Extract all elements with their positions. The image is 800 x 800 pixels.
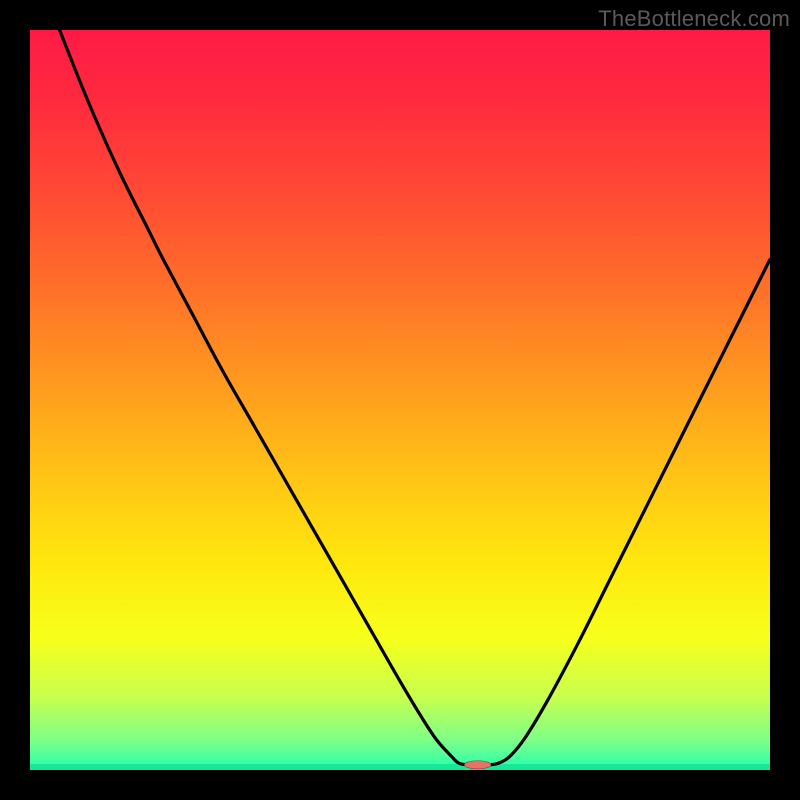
watermark-text: TheBottleneck.com: [598, 6, 790, 32]
minimum-marker: [464, 761, 491, 769]
bottleneck-chart: [0, 0, 800, 800]
baseline-band: [30, 764, 770, 770]
plot-background: [30, 30, 770, 770]
